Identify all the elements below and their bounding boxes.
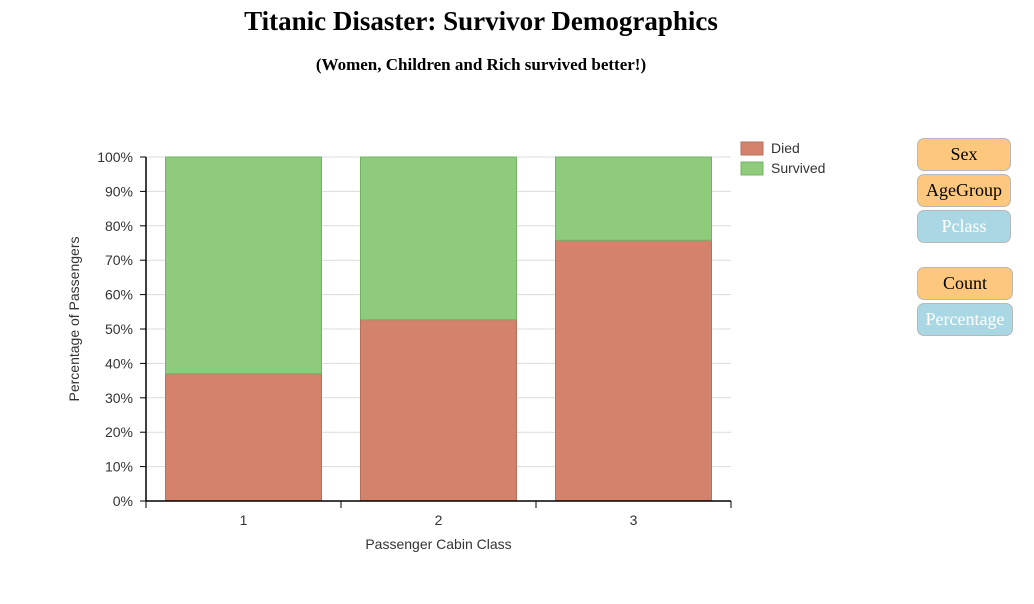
x-tick-label: 2	[435, 512, 443, 528]
chart-subtitle: (Women, Children and Rich survived bette…	[315, 55, 647, 74]
y-tick-label: 50%	[105, 321, 133, 337]
x-tick-label: 1	[240, 512, 248, 528]
stacked-bar-chart: 0% 10% 20% 30% 40% 50% 60% 70% 80% 90% 100% 1 2 3 Pass…	[66, 140, 825, 552]
pclass-button[interactable]: Pclass	[917, 210, 1011, 243]
y-tick-label: 40%	[105, 355, 133, 371]
legend-label: Died	[771, 140, 800, 156]
x-tick-label: 3	[630, 512, 638, 528]
y-tick-label: 70%	[105, 252, 133, 268]
bar-died	[360, 319, 517, 502]
bar-survived	[165, 156, 322, 375]
y-tick-label: 30%	[105, 390, 133, 406]
y-tick-label: 0%	[113, 493, 133, 509]
bar-survived	[360, 156, 517, 321]
y-tick-label: 100%	[97, 149, 133, 165]
y-tick-label: 80%	[105, 218, 133, 234]
agegroup-button[interactable]: AgeGroup	[917, 174, 1011, 207]
count-button[interactable]: Count	[917, 267, 1013, 300]
y-tick-label: 60%	[105, 287, 133, 303]
bar-survived	[555, 156, 712, 241]
sex-button[interactable]: Sex	[917, 138, 1011, 171]
chart-title: Titanic Disaster: Survivor Demographics	[244, 6, 718, 36]
bar-died	[555, 239, 712, 502]
legend-swatch	[740, 161, 764, 176]
y-tick-label: 20%	[105, 424, 133, 440]
y-axis-label: Percentage of Passengers	[66, 237, 82, 402]
y-tick-label: 10%	[105, 459, 133, 475]
y-tick-label: 90%	[105, 183, 133, 199]
legend-label: Survived	[771, 160, 825, 176]
bar-died	[165, 373, 322, 502]
percentage-button[interactable]: Percentage	[917, 303, 1013, 336]
x-axis-label: Passenger Cabin Class	[365, 536, 511, 552]
legend-swatch	[740, 141, 764, 156]
